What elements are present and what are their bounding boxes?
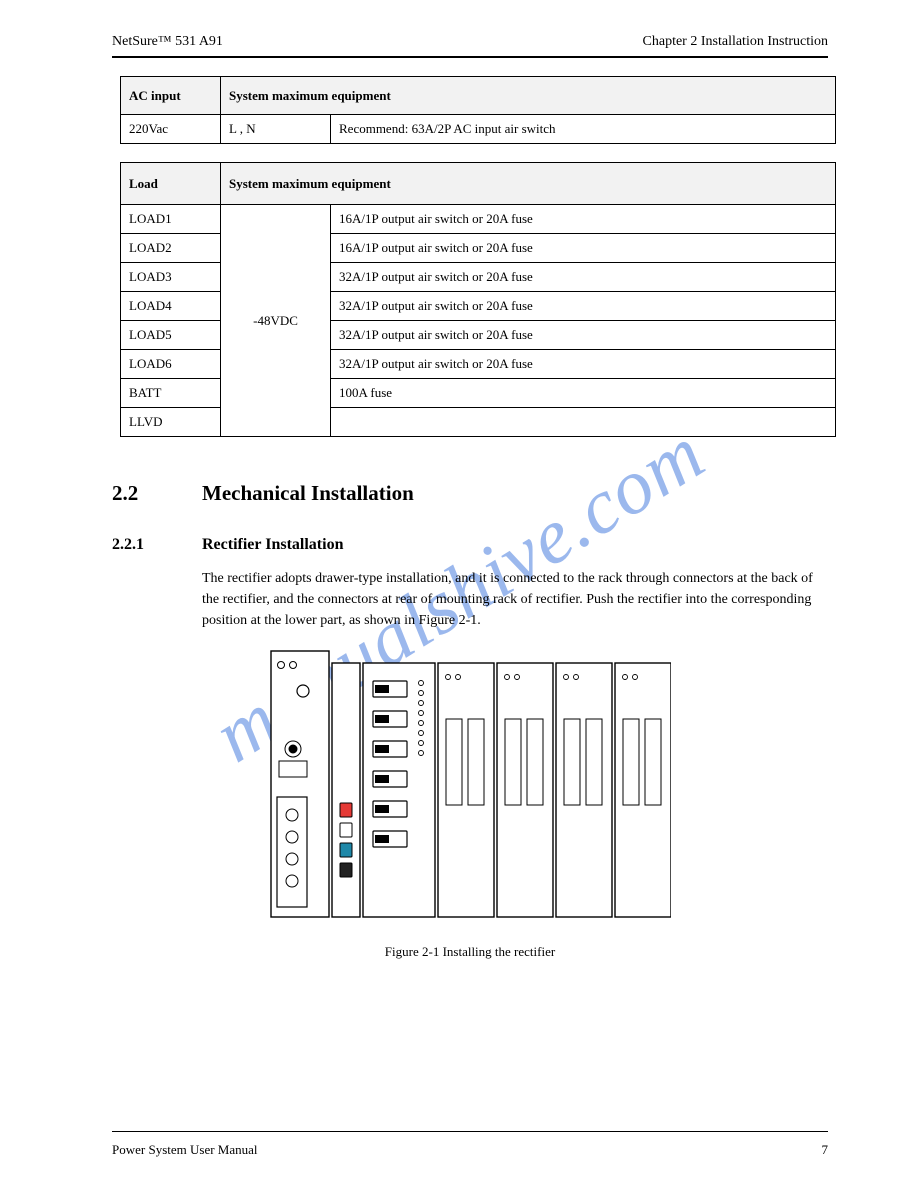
footer-left: Power System User Manual	[112, 1142, 258, 1158]
page-content: NetSure™ 531 A91 Chapter 2 Installation …	[112, 34, 828, 960]
ac-input-table: AC input System maximum equipment 220Vac…	[120, 76, 836, 144]
t2-merged-voltage: -48VDC	[221, 205, 331, 437]
header-left: NetSure™ 531 A91	[112, 34, 223, 50]
header-rule	[112, 56, 828, 58]
page-header: NetSure™ 531 A91 Chapter 2 Installation …	[112, 34, 828, 50]
section-number: 2.2	[112, 481, 202, 506]
header-right: Chapter 2 Installation Instruction	[643, 34, 828, 50]
t2-r5c0: LOAD6	[121, 350, 221, 379]
t2-h2: System maximum equipment	[221, 163, 836, 205]
load-table: Load System maximum equipment LOAD1 -48V…	[120, 162, 836, 437]
rack-diagram	[269, 649, 671, 931]
t2-r3c2: 32A/1P output air switch or 20A fuse	[331, 292, 836, 321]
t2-r0c0: LOAD1	[121, 205, 221, 234]
rack-svg	[269, 649, 671, 931]
t2-r2c0: LOAD3	[121, 263, 221, 292]
t1-r1c3: Recommend: 63A/2P AC input air switch	[331, 115, 836, 144]
subsection-number: 2.2.1	[112, 536, 202, 554]
footer-right: 7	[822, 1142, 829, 1158]
t1-h1: AC input	[121, 77, 221, 115]
figure-caption: Figure 2-1 Installing the rectifier	[112, 944, 828, 960]
t2-r7c2	[331, 408, 836, 437]
t2-r7c0: LLVD	[121, 408, 221, 437]
t2-r5c2: 32A/1P output air switch or 20A fuse	[331, 350, 836, 379]
subsection-heading: 2.2.1Rectifier Installation	[112, 536, 828, 554]
t2-r1c0: LOAD2	[121, 234, 221, 263]
t2-r6c0: BATT	[121, 379, 221, 408]
figure: Figure 2-1 Installing the rectifier	[112, 649, 828, 960]
t2-r2c2: 32A/1P output air switch or 20A fuse	[331, 263, 836, 292]
page-footer: Power System User Manual 7	[112, 1142, 828, 1158]
t2-r1c2: 16A/1P output air switch or 20A fuse	[331, 234, 836, 263]
t2-r6c2: 100A fuse	[331, 379, 836, 408]
t2-r0c2: 16A/1P output air switch or 20A fuse	[331, 205, 836, 234]
footer-rule	[112, 1131, 828, 1132]
t2-h1: Load	[121, 163, 221, 205]
t1-r1c1: 220Vac	[121, 115, 221, 144]
t2-r4c2: 32A/1P output air switch or 20A fuse	[331, 321, 836, 350]
t2-r3c0: LOAD4	[121, 292, 221, 321]
t1-h2: System maximum equipment	[221, 77, 836, 115]
t2-r4c0: LOAD5	[121, 321, 221, 350]
t1-r1c2: L , N	[221, 115, 331, 144]
section-title: Mechanical Installation	[202, 481, 414, 505]
subsection-title: Rectifier Installation	[202, 536, 343, 553]
section-heading: 2.2Mechanical Installation	[112, 481, 828, 506]
paragraph: The rectifier adopts drawer-type install…	[202, 568, 828, 631]
